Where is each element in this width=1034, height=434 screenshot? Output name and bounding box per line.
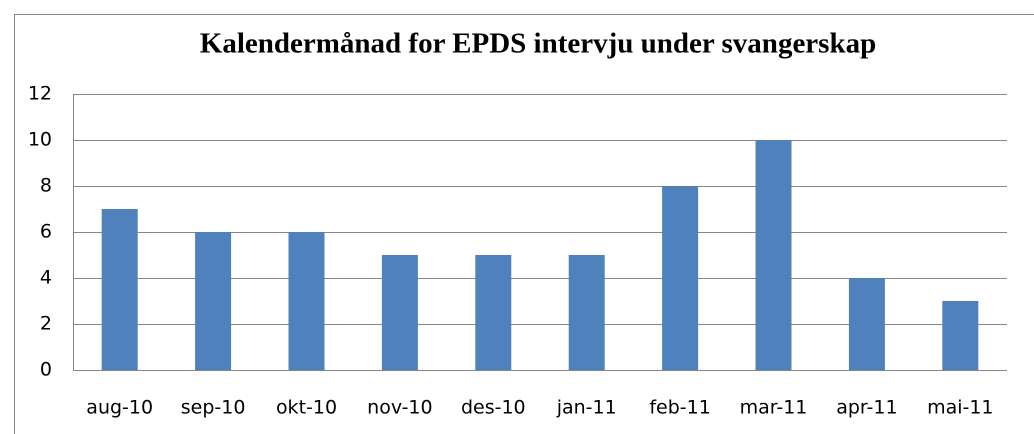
bar — [568, 255, 605, 370]
bar — [662, 186, 699, 370]
bar — [942, 301, 979, 370]
x-tick-label: okt-10 — [276, 397, 337, 419]
x-tick-label: mar-11 — [740, 397, 808, 419]
bar — [288, 232, 325, 370]
x-tick-label: nov-10 — [367, 397, 432, 419]
bar — [848, 278, 885, 370]
y-tick-label: 8 — [40, 175, 52, 197]
bar — [475, 255, 512, 370]
x-tick-label: des-10 — [461, 397, 526, 419]
x-tick-label: sep-10 — [181, 397, 246, 419]
bar — [381, 255, 418, 370]
x-tick-label: jan-11 — [556, 397, 617, 419]
y-tick-label: 0 — [40, 359, 52, 381]
y-tick-label: 12 — [28, 83, 52, 105]
bar — [101, 209, 138, 370]
x-tick-label: apr-11 — [836, 397, 897, 419]
y-tick-label: 2 — [40, 313, 52, 335]
y-tick-label: 4 — [40, 267, 52, 289]
x-tick-label: feb-11 — [649, 397, 710, 419]
bar — [755, 140, 792, 370]
y-tick-label: 10 — [28, 129, 52, 151]
y-tick-label: 6 — [40, 221, 52, 243]
x-tick-label: aug-10 — [86, 397, 153, 419]
chart-title: Kalendermånad for EPDS intervju under sv… — [200, 28, 876, 60]
chart-border — [14, 14, 1034, 434]
bar — [195, 232, 232, 370]
x-tick-label: mai-11 — [927, 397, 993, 419]
